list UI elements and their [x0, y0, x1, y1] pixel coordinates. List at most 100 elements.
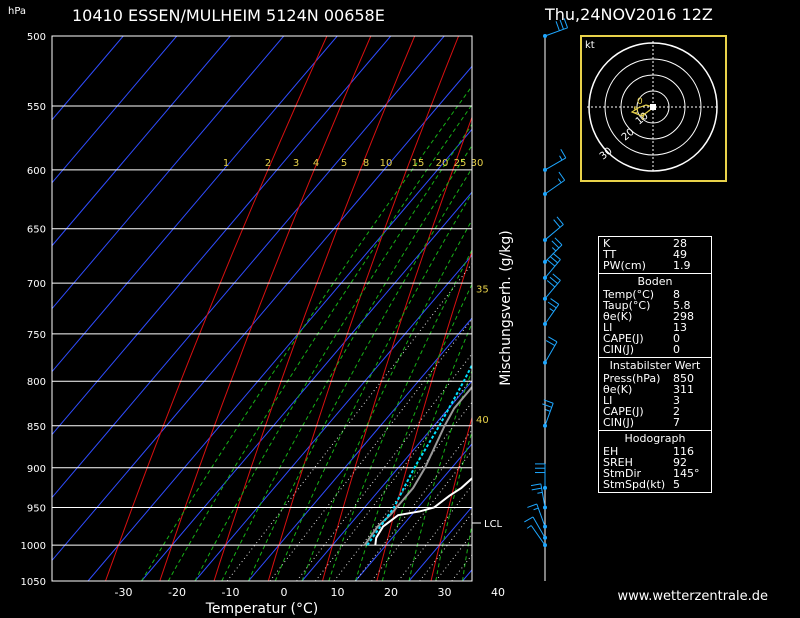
info-key: LI	[603, 394, 613, 407]
info-row: TT 49	[599, 249, 711, 260]
instabil-section: Instabilster Wert Press(hPa) 850 θe(K) 311 L…	[599, 357, 711, 430]
wind-barb	[524, 516, 547, 540]
mixing-ratio-label: 8	[363, 158, 369, 169]
datetime-title: Thu,24NOV2016 12Z	[544, 5, 713, 24]
moist-adiabat-line	[328, 249, 472, 581]
wind-barb-flag	[546, 280, 556, 288]
info-value: 28	[673, 237, 687, 250]
info-value: 0	[673, 343, 680, 356]
profiles	[363, 362, 472, 546]
mixing-ratio-label: 25	[454, 158, 467, 169]
theta-e-label: 35	[476, 284, 489, 295]
pressure-tick-label: 950	[27, 503, 46, 514]
mixing-ratio-label: 20	[436, 158, 449, 169]
pressure-tick-label: 600	[27, 166, 46, 177]
temperature-tick-label: 30	[438, 586, 452, 599]
wind-barb-flag	[563, 18, 569, 28]
info-key: CIN(J)	[603, 343, 634, 356]
mixing-ratio-label: 15	[412, 158, 425, 169]
info-row: PW(cm) 1.9	[599, 260, 711, 271]
info-value: 145°	[673, 467, 700, 480]
hodograph-trace-label: 7	[640, 113, 646, 123]
wind-barb-flag	[550, 298, 560, 305]
moist-adiabat-line	[301, 219, 472, 581]
info-row: K 28	[599, 238, 711, 249]
wind-barb	[535, 463, 547, 490]
info-value: 5	[673, 478, 680, 491]
wind-barb	[543, 237, 563, 264]
moist-adiabat-line	[355, 283, 472, 581]
info-value: 8	[673, 288, 680, 301]
parcel-profile	[366, 362, 472, 546]
wind-barb-flag	[549, 276, 558, 285]
temperature-profile	[374, 477, 472, 546]
isotherm-line	[194, 254, 472, 581]
hpa-unit: hPa	[8, 6, 26, 17]
isotherm-line	[52, 36, 338, 373]
info-key: LI	[603, 321, 613, 334]
info-row: LI 13	[599, 322, 711, 333]
hodograph-trace-label: 0	[637, 97, 643, 107]
dry-adiabat-line	[322, 115, 472, 581]
wind-barb-staff	[544, 224, 564, 241]
mixing-ratio-label: 10	[380, 158, 393, 169]
wind-barb-staff	[544, 157, 567, 171]
info-value: 92	[673, 456, 687, 469]
boden-title: Boden	[637, 275, 673, 288]
website-credit: www.wetterzentrale.de	[618, 589, 768, 604]
wind-barb-flag	[557, 178, 562, 184]
wind-barb-flag	[545, 409, 551, 412]
moist-adiabat-line	[141, 85, 472, 581]
info-row: Taup(°C) 5.8	[599, 300, 711, 311]
theta-e-label: 40	[476, 415, 489, 426]
info-key: Temp(°C)	[603, 288, 655, 301]
hodograph-frame	[580, 35, 727, 182]
temperature-tick-label: -30	[115, 586, 133, 599]
info-key: Press(hPa)	[603, 372, 661, 385]
temperature-tick-label: 40	[491, 586, 505, 599]
temperature-tick-label: -20	[168, 586, 186, 599]
wind-barbs	[524, 18, 569, 548]
wind-barb-flag	[542, 403, 552, 408]
mixing-ratio-label: 1	[223, 158, 229, 169]
dewpoint-profile	[363, 385, 472, 546]
stability-indices-panel: K 28 TT 49 PW(cm) 1.9 Boden Temp(°C) 8 Taup(°C)…	[598, 236, 712, 493]
info-key: EH	[603, 445, 619, 458]
wind-barb-flag	[559, 155, 563, 161]
instabil-title: Instabilster Wert	[609, 359, 701, 372]
info-value: 311	[673, 383, 694, 396]
wind-barb-flag	[560, 149, 567, 159]
wind-barb-flag	[527, 503, 537, 508]
info-key: CAPE(J)	[603, 405, 644, 418]
wind-barb	[530, 483, 547, 510]
dry-adiabat-line	[213, 36, 416, 581]
info-value: 0	[673, 332, 680, 345]
info-key: StmSpd(kt)	[603, 478, 666, 491]
info-value: 850	[673, 372, 694, 385]
wind-barb-staff	[532, 516, 546, 539]
info-row: CAPE(J) 0	[599, 333, 711, 344]
wind-barb	[526, 525, 547, 548]
info-key: θe(K)	[603, 383, 633, 396]
info-value: 13	[673, 321, 687, 334]
wind-barb	[543, 171, 566, 197]
isotherm-line	[248, 317, 472, 581]
wind-barb	[543, 336, 558, 365]
wind-barb-flag	[559, 19, 564, 30]
info-key: CAPE(J)	[603, 332, 644, 345]
isotherm-line	[141, 191, 472, 581]
info-key: StmDir	[603, 467, 642, 480]
pressure-tick-label: 900	[27, 464, 46, 475]
temperature-tick-label: 20	[384, 586, 398, 599]
info-row: θe(K) 311	[599, 384, 711, 395]
wind-barb-flag	[533, 507, 539, 511]
temperature-tick-label: 0	[281, 586, 288, 599]
isotherm-line	[52, 65, 472, 562]
wind-barb-flag	[546, 259, 556, 267]
pressure-tick-label: 1050	[21, 577, 46, 588]
hodograph-trace: 057	[630, 97, 656, 123]
mixing-ratio-label: 30	[471, 158, 484, 169]
isotherm-line	[355, 443, 472, 581]
info-row: θe(K) 298	[599, 311, 711, 322]
